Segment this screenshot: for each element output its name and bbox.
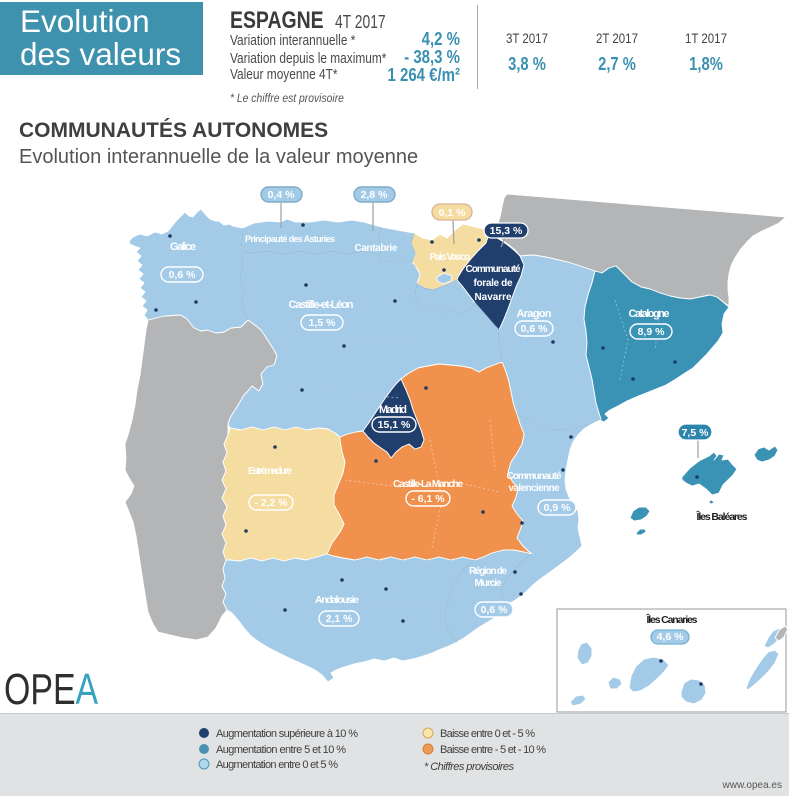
svg-text:Augmentation entre 5 et 10 %: Augmentation entre 5 et 10 %	[216, 744, 346, 756]
svg-text:Pais Vasco: Pais Vasco	[430, 252, 471, 263]
svg-text:Castille-La Manche: Castille-La Manche	[393, 479, 463, 490]
svg-text:Andalousie: Andalousie	[315, 594, 359, 606]
svg-text:Murcie: Murcie	[475, 578, 502, 589]
svg-text:- 2,2 %: - 2,2 %	[254, 497, 288, 509]
svg-text:Navarre: Navarre	[475, 292, 512, 303]
svg-text:Îles Baléares: Îles Baléares	[696, 510, 748, 523]
svg-text:Augmentation entre 0 et 5 %: Augmentation entre 0 et 5 %	[216, 759, 338, 771]
svg-text:Castille-et-Léon: Castille-et-Léon	[289, 299, 354, 311]
svg-text:Communauté: Communauté	[466, 264, 521, 275]
svg-text:Communauté: Communauté	[507, 471, 562, 482]
svg-text:Cantabrie: Cantabrie	[355, 243, 398, 254]
svg-text:0,4 %: 0,4 %	[268, 189, 296, 201]
svg-text:Catalogne: Catalogne	[629, 308, 670, 320]
svg-text:15,3 %: 15,3 %	[490, 225, 523, 237]
svg-text:0,6 %: 0,6 %	[481, 604, 509, 616]
svg-text:Galice: Galice	[170, 241, 196, 253]
svg-text:Augmentation supérieure à 10 %: Augmentation supérieure à 10 %	[216, 728, 358, 740]
svg-text:valencienne: valencienne	[509, 483, 560, 494]
svg-text:1,5 %: 1,5 %	[309, 317, 337, 329]
svg-text:0,1 %: 0,1 %	[439, 207, 467, 219]
svg-text:0,6 %: 0,6 %	[169, 269, 197, 281]
svg-text:0,9 %: 0,9 %	[544, 502, 572, 514]
svg-text:Baisse entre 0 et - 5 %: Baisse entre 0 et - 5 %	[440, 728, 535, 740]
svg-text:Aragon: Aragon	[517, 308, 552, 320]
svg-text:7,5 %: 7,5 %	[682, 427, 710, 439]
svg-text:15,1 %: 15,1 %	[378, 419, 411, 431]
svg-text:8,9 %: 8,9 %	[638, 326, 666, 338]
svg-text:Région de: Région de	[469, 566, 507, 577]
svg-text:* Chiffres provisoires: * Chiffres provisoires	[424, 761, 515, 773]
svg-text:Madrid: Madrid	[379, 404, 407, 416]
svg-text:- 6,1 %: - 6,1 %	[411, 493, 445, 505]
svg-text:Estrémadure: Estrémadure	[248, 466, 292, 477]
svg-text:forale de: forale de	[474, 278, 513, 289]
svg-text:Îles Canaries: Îles Canaries	[646, 613, 698, 626]
svg-text:Baisse entre - 5 et - 10 %: Baisse entre - 5 et - 10 %	[440, 744, 546, 756]
svg-text:4,6 %: 4,6 %	[657, 631, 685, 643]
svg-text:2,8 %: 2,8 %	[361, 189, 389, 201]
svg-text:0,6 %: 0,6 %	[521, 323, 549, 335]
svg-text:Principauté des Asturies: Principauté des Asturies	[245, 234, 335, 244]
svg-text:2,1 %: 2,1 %	[326, 613, 354, 625]
